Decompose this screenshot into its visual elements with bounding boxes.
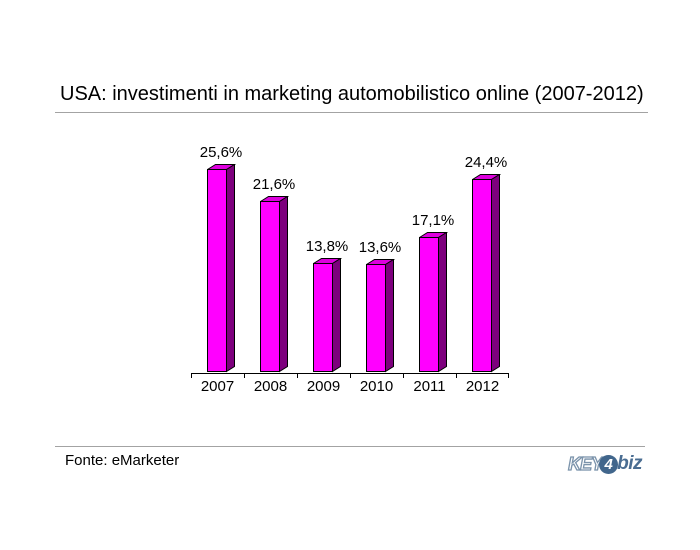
logo-four-badge: 4 — [599, 454, 619, 474]
bar-3d-shape — [313, 258, 342, 373]
bar-2009: 13,8% — [306, 140, 348, 373]
logo-biz-text: biz — [617, 453, 642, 474]
x-axis-label-2008: 2008 — [253, 378, 288, 395]
x-axis-label-2007: 2007 — [200, 378, 235, 395]
bar-front-face — [419, 237, 439, 372]
bar-chart-plot-area: 25,6% 21,6% 13,8% 13,6% 17,1% 24,4% — [191, 140, 509, 373]
bar-3d-shape — [207, 164, 236, 373]
bar-3d-shape — [366, 259, 395, 373]
bar-side-face — [385, 259, 394, 373]
key4biz-logo: KEY 4 biz — [567, 451, 642, 477]
bar-front-face — [260, 201, 280, 372]
bar-2007: 25,6% — [200, 140, 242, 373]
bar-2010: 13,6% — [359, 140, 401, 373]
x-axis-tick — [456, 374, 457, 378]
bar-value-label: 25,6% — [199, 144, 243, 161]
source-note: Fonte: eMarketer — [65, 452, 180, 469]
bar-2008: 21,6% — [253, 140, 295, 373]
bar-front-face — [207, 169, 227, 372]
title-divider-line — [55, 112, 648, 113]
chart-title: USA: investimenti in marketing automobil… — [60, 83, 644, 105]
bar-2012: 24,4% — [465, 140, 507, 373]
x-axis-line — [191, 373, 509, 379]
x-axis-tick — [403, 374, 404, 378]
bar-front-face — [366, 264, 386, 372]
bar-value-label: 17,1% — [411, 212, 455, 229]
x-axis-label-2012: 2012 — [465, 378, 500, 395]
x-axis-tick — [244, 374, 245, 378]
bar-side-face — [491, 174, 500, 373]
bar-2011: 17,1% — [412, 140, 454, 373]
bar-value-label: 13,8% — [305, 238, 349, 255]
bar-side-face — [279, 196, 288, 373]
bar-value-label: 13,6% — [358, 239, 402, 256]
bar-front-face — [313, 263, 333, 372]
x-axis-tick — [508, 374, 509, 378]
bar-side-face — [438, 232, 447, 373]
bar-side-face — [332, 258, 341, 373]
x-axis-tick — [297, 374, 298, 378]
bar-side-face — [226, 164, 235, 373]
x-axis-label-2010: 2010 — [359, 378, 394, 395]
x-axis-labels: 2007 2008 2009 2010 2011 2012 — [191, 378, 509, 396]
bar-front-face — [472, 179, 492, 372]
x-axis-label-2011: 2011 — [413, 378, 446, 395]
footer-divider-line — [55, 446, 645, 447]
logo-key-text: KEY — [567, 453, 603, 474]
bar-value-label: 21,6% — [252, 176, 296, 193]
bar-3d-shape — [472, 174, 501, 373]
x-axis-label-2009: 2009 — [306, 378, 341, 395]
x-axis-tick — [191, 374, 192, 378]
bar-3d-shape — [419, 232, 448, 373]
x-axis-tick — [350, 374, 351, 378]
bar-value-label: 24,4% — [464, 154, 508, 171]
bar-3d-shape — [260, 196, 289, 373]
